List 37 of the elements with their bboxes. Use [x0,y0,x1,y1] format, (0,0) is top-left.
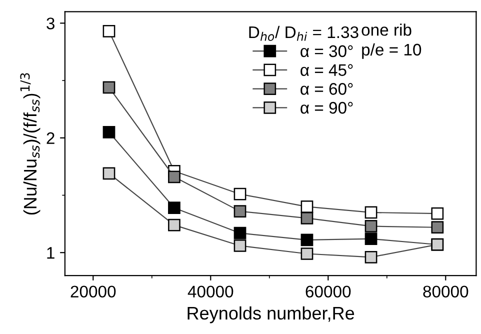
x-tick-label: 60000 [306,286,351,298]
point [234,205,246,218]
x-axis-title: Reynolds number,Re [188,306,354,324]
x-tick-label: 40000 [188,286,234,298]
point [102,81,116,94]
point [102,126,116,138]
legend-label: α = 60° [300,83,353,95]
y-tick-label: 2 [46,132,54,144]
point [300,248,314,260]
point [102,25,116,38]
point [364,232,378,246]
point [234,226,246,240]
x-tick-label: 20000 [70,286,116,298]
point [168,170,180,184]
point [431,207,444,220]
annotation: p/e = 10 [362,43,422,59]
y-tick-label: 3 [46,18,54,30]
point [431,221,444,234]
point [364,251,378,264]
point [102,167,116,180]
point [364,220,378,232]
y-axis-title: (Nu/Nu$_{ss}$)/(f/f$_{ss}$)$^{1/3}$ [20,73,40,215]
annotation: one rib [362,24,412,36]
point [234,188,246,200]
point [234,240,246,252]
legend-label: α = 30° [300,45,353,58]
point [168,218,180,232]
x-tick-label: 80000 [423,286,468,298]
legend-label: α = 90° [300,102,353,114]
point [300,234,314,246]
point [364,206,378,219]
y-tick-label: 1 [47,247,54,259]
point [168,202,180,214]
point [300,212,314,224]
legend-title: D$_{ho}$/ D$_{hi}$ = 1.33 [249,26,358,41]
point [300,200,314,213]
legend-label: α = 45° [300,64,353,76]
